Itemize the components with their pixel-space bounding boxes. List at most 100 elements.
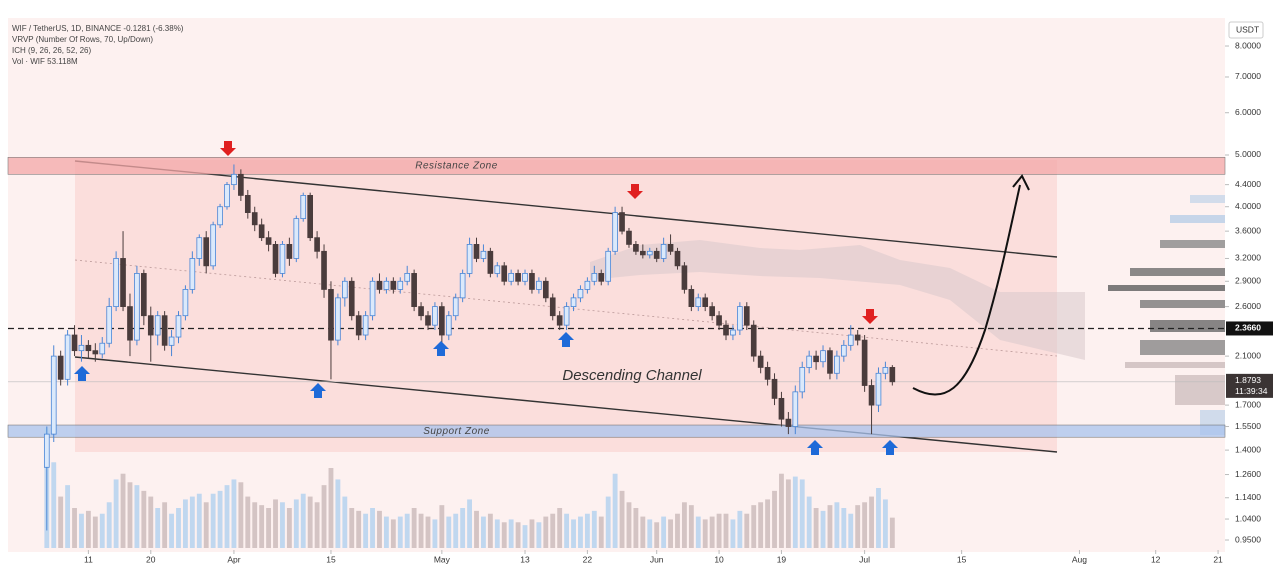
arrow-head: [1012, 174, 1030, 191]
y-tick-label: 1.2600: [1235, 469, 1261, 479]
volume-bar: [120, 473, 126, 548]
volume-bar: [792, 476, 798, 548]
candle-body: [161, 315, 168, 346]
volume-bar: [189, 496, 195, 548]
currency-box: [1228, 21, 1264, 39]
volume-bar: [176, 508, 181, 548]
volume-bar: [293, 499, 299, 548]
candle-body: [224, 184, 230, 208]
volume-bar: [481, 516, 486, 548]
volume-bar: [508, 519, 514, 548]
volume-bar: [751, 505, 757, 548]
volume-bar: [779, 473, 784, 548]
up-arrow: [433, 341, 449, 356]
candle-body: [244, 195, 251, 213]
volume-bar: [494, 519, 500, 548]
volume-bar: [148, 496, 154, 548]
candle-body: [820, 350, 826, 363]
candle-body: [889, 367, 896, 383]
candle-body: [432, 306, 438, 326]
volume-bar: [848, 513, 854, 548]
profile-bar: [1140, 300, 1225, 308]
candle-body: [778, 397, 785, 420]
volume-bar: [723, 513, 729, 548]
candle-body: [71, 334, 78, 352]
header-line: WIF / TetherUS, 1D, BINANCE -0.1281 (-6.…: [12, 24, 184, 33]
volume-bar: [300, 493, 306, 548]
volume-bar: [377, 510, 382, 548]
volume-bar: [439, 505, 445, 548]
candle-body: [411, 273, 417, 307]
volume-bar: [425, 516, 431, 548]
candle-body: [175, 315, 182, 338]
x-tick-label: 10: [714, 554, 724, 564]
y-tick-label: 4.0000: [1235, 201, 1261, 211]
projection-arrow: [912, 184, 1021, 396]
volume-bar: [85, 510, 91, 548]
up-arrow: [882, 440, 898, 455]
volume-bar: [453, 513, 459, 548]
y-tick-label: 5.0000: [1235, 149, 1261, 159]
volume-bar: [363, 513, 369, 548]
candle-body: [508, 273, 514, 282]
x-tick-label: 13: [520, 554, 530, 564]
candle-body: [452, 297, 459, 317]
price-line-box: [1226, 321, 1273, 336]
candle-body: [418, 306, 424, 317]
y-tick-label: 1.7000: [1235, 399, 1261, 409]
profile-bar: [1125, 362, 1225, 368]
candle-body: [43, 433, 50, 468]
candle-body: [85, 344, 92, 352]
channel-box: [75, 160, 1057, 452]
candle-body: [182, 289, 189, 317]
candle-body: [127, 306, 133, 341]
candle-body: [50, 355, 57, 435]
volume-bar: [432, 519, 438, 548]
down-arrow: [627, 184, 643, 199]
volume-bar: [342, 496, 348, 548]
volume-bar: [758, 502, 764, 548]
candle-body: [730, 329, 736, 336]
candle-body: [238, 173, 244, 196]
candle-body: [813, 355, 819, 363]
header-line: Vol · WIF 53.118M: [12, 57, 78, 66]
volume-bar: [238, 482, 244, 548]
volume-bar: [65, 485, 71, 548]
volume-bar: [314, 502, 320, 548]
candle-body: [799, 367, 806, 393]
channel-label: Descending Channel: [562, 367, 702, 384]
volume-bar: [827, 505, 833, 548]
candle-body: [640, 250, 646, 256]
candle-body: [702, 297, 709, 307]
candle-body: [529, 273, 535, 290]
x-tick-label: Apr: [227, 554, 240, 564]
candle-body: [154, 315, 161, 336]
volume-bar: [370, 508, 375, 548]
volume-bar: [487, 513, 493, 548]
volume-bar: [467, 499, 472, 548]
volume-bar: [224, 485, 230, 548]
volume-bar: [58, 496, 64, 548]
up-arrow: [807, 440, 823, 455]
candle-body: [425, 315, 431, 326]
volume-bar: [411, 508, 417, 548]
volume-bar: [695, 516, 701, 548]
volume-bar: [564, 513, 570, 548]
x-tick-label: Aug: [1072, 554, 1087, 564]
candle-body: [487, 250, 494, 274]
candle-body: [695, 297, 702, 307]
candle-body: [764, 367, 771, 380]
candle-body: [231, 173, 237, 186]
volume-bar: [876, 488, 881, 548]
candle-body: [847, 334, 854, 346]
candle-body: [307, 195, 313, 239]
volume-bar: [266, 508, 272, 548]
volume-bar: [196, 493, 202, 548]
volume-bar: [716, 513, 722, 548]
volume-bar: [889, 517, 895, 548]
candle-body: [210, 224, 216, 267]
candle-body: [362, 315, 369, 336]
candle-body: [501, 265, 508, 282]
candle-body: [376, 280, 383, 290]
candle-body: [404, 273, 411, 282]
